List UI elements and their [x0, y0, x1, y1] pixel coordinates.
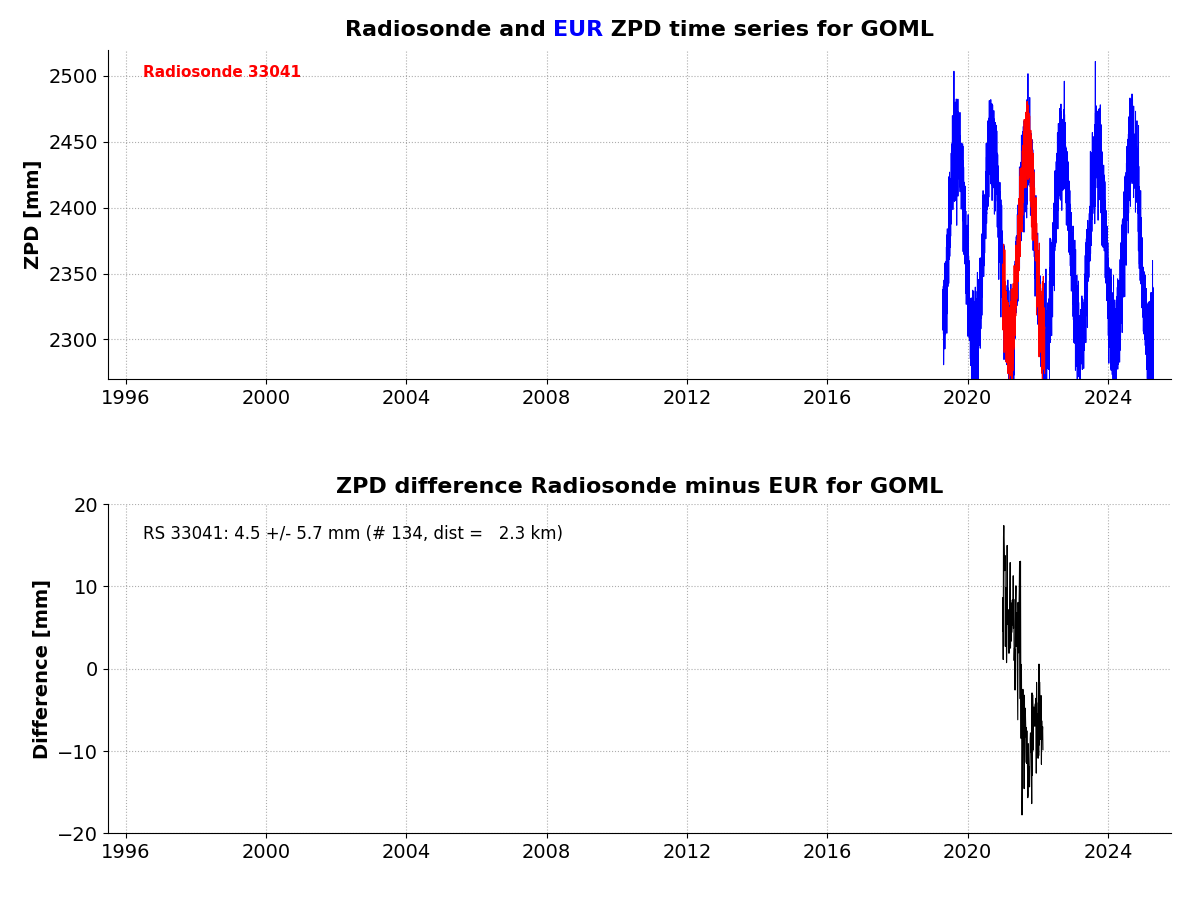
Text: EUR: EUR: [554, 20, 603, 40]
Y-axis label: ZPD [mm]: ZPD [mm]: [24, 159, 43, 268]
Text: Radiosonde and: Radiosonde and: [345, 20, 554, 40]
Text: RS 33041: 4.5 +/- 5.7 mm (# 134, dist =   2.3 km): RS 33041: 4.5 +/- 5.7 mm (# 134, dist = …: [143, 524, 563, 542]
Text: ZPD time series for GOML: ZPD time series for GOML: [603, 20, 934, 40]
Y-axis label: Difference [mm]: Difference [mm]: [32, 578, 52, 759]
Title: ZPD difference Radiosonde minus EUR for GOML: ZPD difference Radiosonde minus EUR for …: [336, 477, 943, 497]
Text: Radiosonde 33041: Radiosonde 33041: [143, 66, 301, 80]
